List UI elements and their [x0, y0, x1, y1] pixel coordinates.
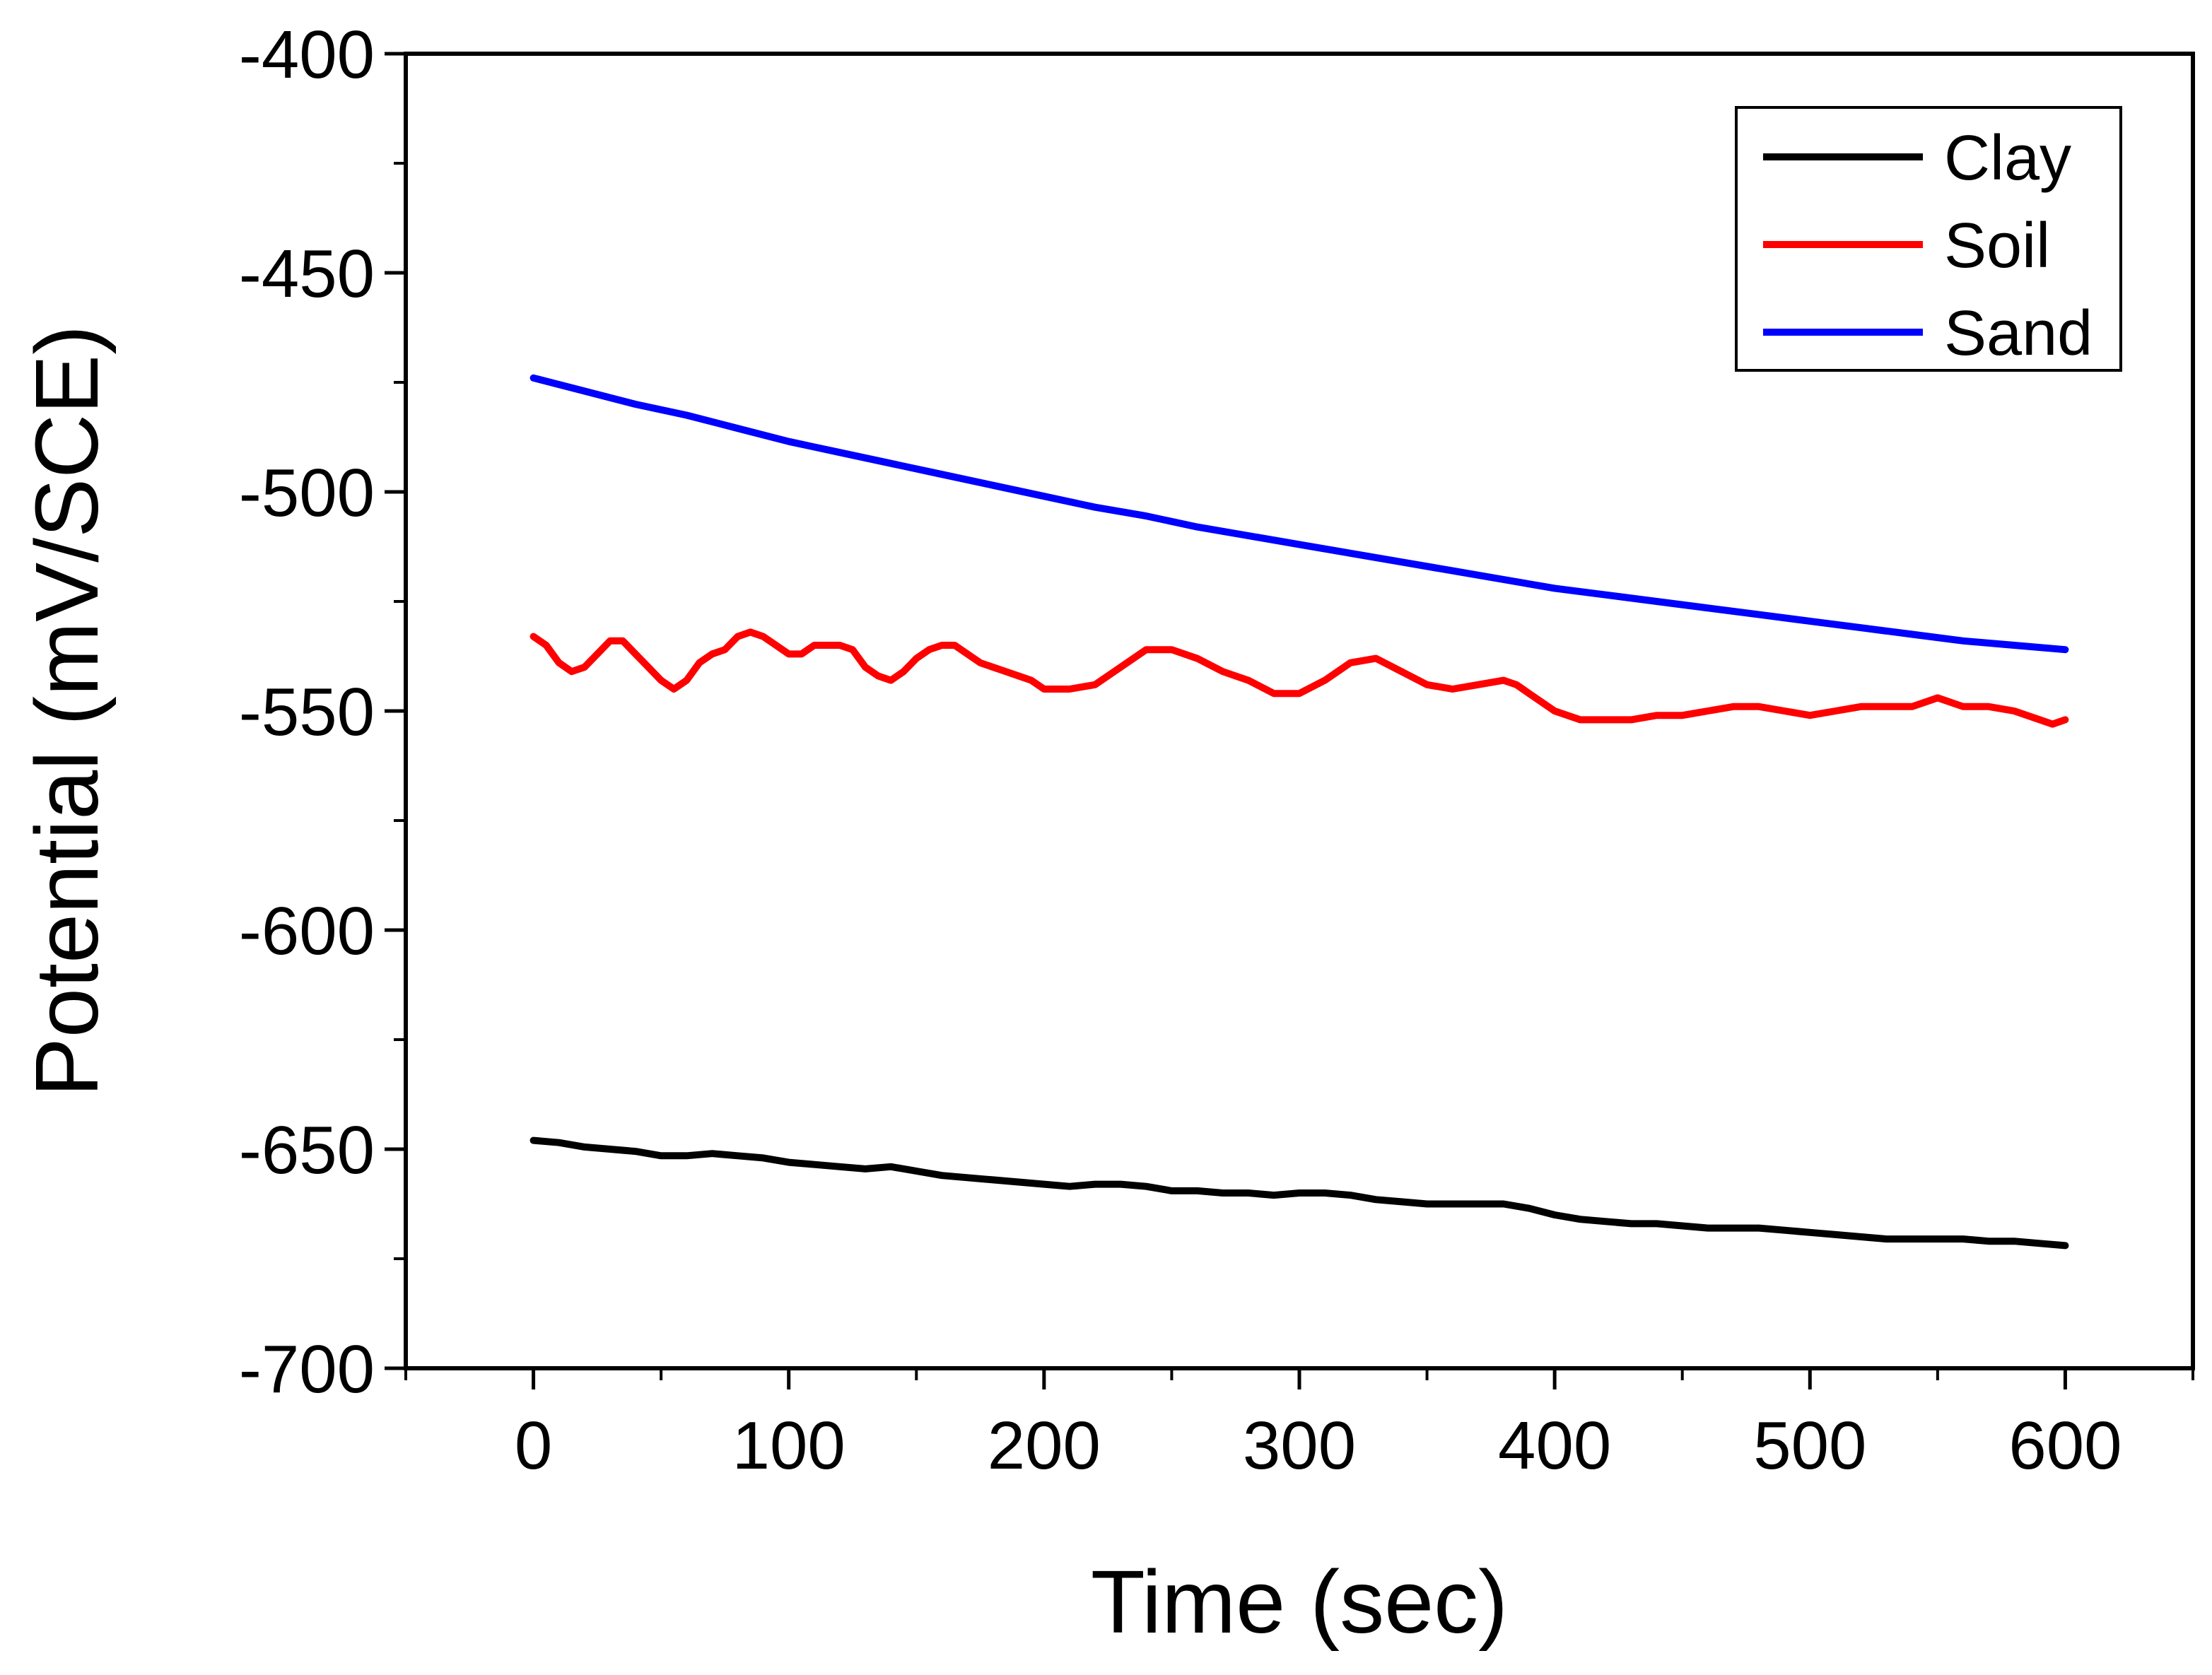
legend-label-sand: Sand — [1944, 298, 2093, 369]
y-tick-label: -700 — [239, 1332, 375, 1407]
legend-label-clay: Clay — [1944, 123, 2071, 194]
y-tick-label: -500 — [239, 455, 375, 531]
y-tick-label: -450 — [239, 236, 375, 312]
axes: 0 100 200 300 400 500 600 -400 -450 -500 -550 -600 -… — [239, 17, 2194, 1483]
y-tick-label: -550 — [239, 674, 375, 750]
y-tick-label: -400 — [239, 17, 375, 93]
legend-label-soil: Soil — [1944, 211, 2050, 281]
x-axis-title: Time (sec) — [1091, 1552, 1508, 1652]
x-tick-label: 0 — [515, 1408, 552, 1483]
x-tick-label: 400 — [1498, 1408, 1611, 1483]
x-tick-label: 600 — [2008, 1408, 2122, 1483]
y-axis-title: Potential (mV/SCE) — [17, 325, 117, 1097]
x-tick-label: 500 — [1753, 1408, 1866, 1483]
series-line-soil — [529, 628, 2069, 728]
legend-box — [1735, 106, 2122, 372]
series-line-clay — [529, 1136, 2069, 1250]
y-tick-label: -650 — [239, 1112, 375, 1188]
x-tick-label: 100 — [732, 1408, 845, 1483]
x-tick-label: 300 — [1243, 1408, 1356, 1483]
plot-area — [529, 374, 2069, 1250]
x-tick-label: 200 — [988, 1408, 1101, 1483]
legend: Clay Soil Sand — [1735, 106, 2122, 372]
series-line-sand — [529, 374, 2069, 654]
y-tick-label: -600 — [239, 893, 375, 969]
